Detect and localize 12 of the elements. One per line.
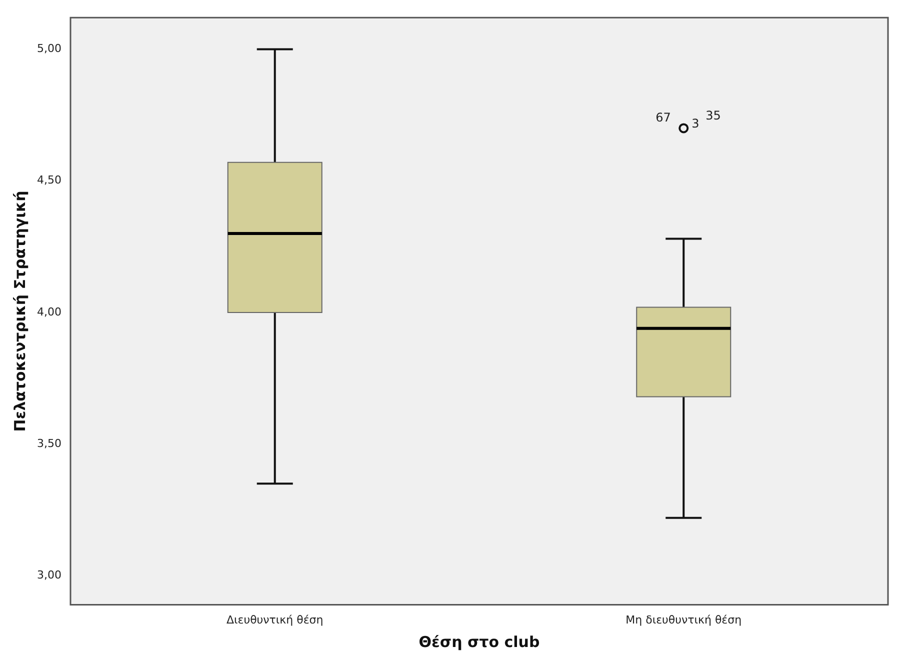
y-tick-label: 3,50	[36, 437, 62, 450]
x-axis-title: Θέση στο club	[418, 632, 540, 651]
annotation: 35	[706, 108, 721, 122]
y-tick-label: 4,00	[36, 305, 62, 318]
annotation: 3	[692, 116, 700, 130]
x-tick-label: Μη διευθυντική θέση	[626, 613, 742, 626]
y-tick-label: 4,50	[36, 174, 62, 187]
y-tick-label: 3,00	[36, 568, 62, 582]
annotation: 67	[656, 110, 671, 124]
x-tick-label: Διευθυντική θέση	[226, 613, 324, 626]
y-tick-label: 5,00	[36, 42, 62, 56]
y-axis-title: Πελατοκεντρική Στρατηγική	[10, 190, 29, 432]
